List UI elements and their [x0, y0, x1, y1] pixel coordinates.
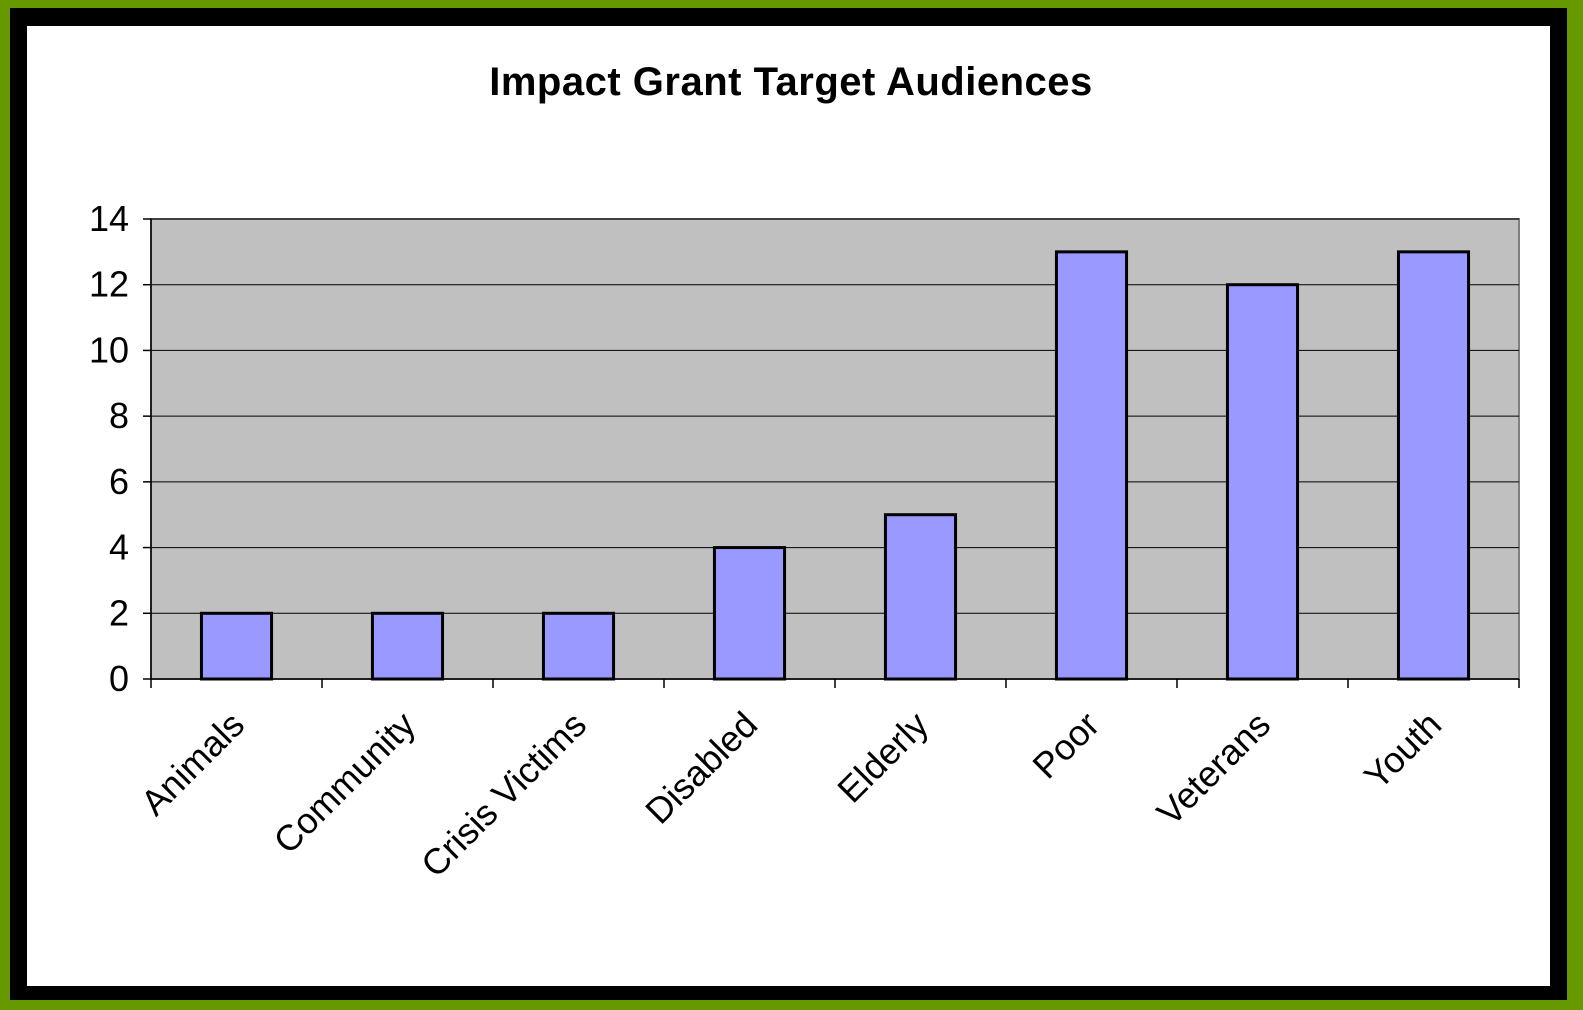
chart-title: Impact Grant Target Audiences	[489, 60, 1093, 104]
bar-crisis-victims	[541, 611, 616, 681]
y-tick-label: 4	[109, 527, 129, 568]
y-tick-label: 8	[109, 395, 129, 436]
bar-animals	[199, 611, 274, 681]
bar-disabled	[712, 546, 787, 681]
y-tick-label: 10	[89, 329, 129, 370]
bar-youth	[1396, 250, 1471, 681]
bar-elderly	[883, 513, 958, 681]
y-tick-label: 0	[109, 658, 129, 699]
y-tick-label: 14	[89, 198, 129, 239]
y-tick-label: 2	[109, 592, 129, 633]
y-tick-label: 12	[89, 264, 129, 305]
bar-poor	[1054, 250, 1129, 681]
plot-background	[150, 218, 1520, 680]
bar-veterans	[1225, 283, 1300, 681]
y-tick-label: 6	[109, 461, 129, 502]
bar-community	[370, 611, 445, 681]
